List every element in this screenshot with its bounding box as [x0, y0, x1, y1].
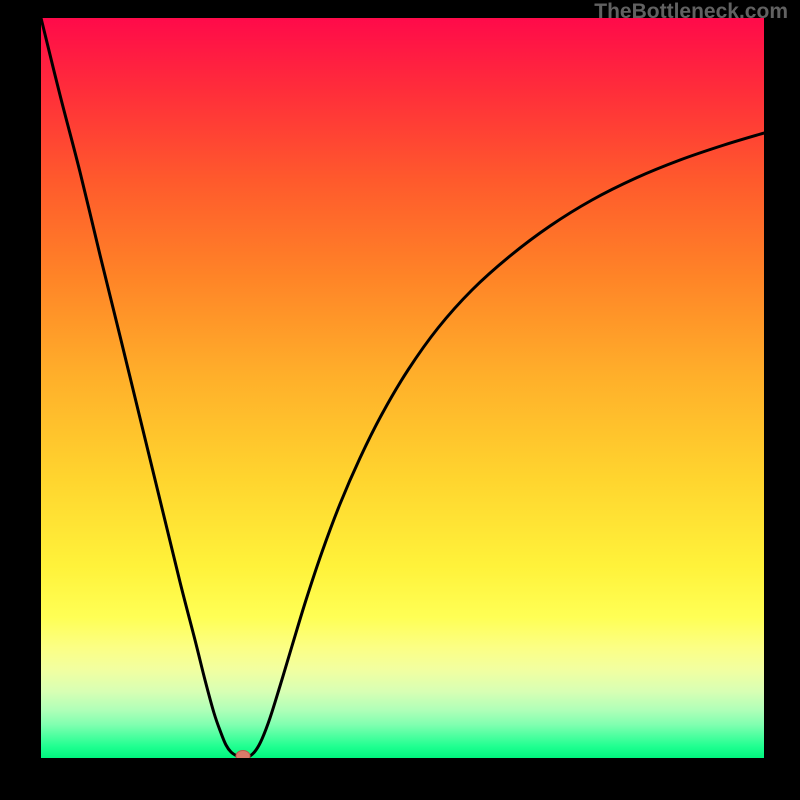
minimum-marker	[236, 751, 250, 759]
left-branch-path	[41, 18, 243, 758]
watermark-text: TheBottleneck.com	[594, 0, 788, 24]
chart-stage: TheBottleneck.com	[0, 0, 800, 800]
right-branch-path	[243, 133, 764, 758]
bottleneck-curve-svg	[41, 18, 764, 758]
plot-area	[41, 18, 764, 758]
